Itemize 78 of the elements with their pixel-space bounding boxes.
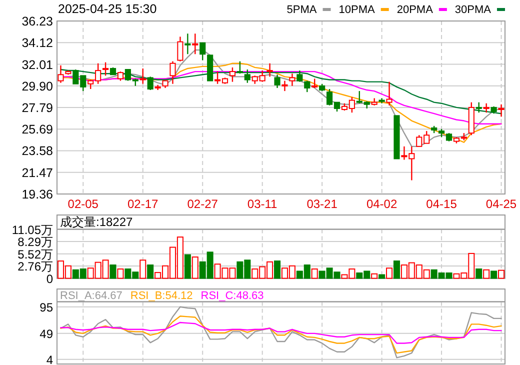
candlestick [282,80,288,92]
candlestick [117,70,124,82]
candlestick [312,78,318,89]
candlestick [177,36,184,62]
x-tick-label: 02-27 [187,197,218,211]
y-tick-label: 23.58 [22,144,54,158]
bar [483,269,490,279]
legend-label: 10PMA [338,4,376,16]
y-tick-label: 5.52万 [18,247,53,262]
chart-title: 2025-04-25 15:30 [58,2,157,16]
y-tick-label: 19.36 [22,188,54,202]
candlestick [386,81,392,106]
y-tick-label: 95 [40,300,54,314]
candlestick [236,60,243,74]
candlestick [229,66,236,82]
bar [378,274,386,279]
y-tick-label: 2.76万 [18,260,53,274]
bar [184,254,191,279]
y-tick-label: 0 [46,272,54,286]
candlestick [274,74,280,89]
candlestick [289,73,296,87]
x-tick-label: 04-15 [426,197,458,211]
y-tick-label: 8.29万 [18,235,53,250]
candlestick [483,102,490,114]
bar [476,268,482,279]
candlestick [476,102,482,114]
text: RSI_A:64.67 [60,290,122,302]
text: RSI_C:48.63 [200,290,264,302]
y-tick-label: 4 [46,352,54,365]
candlestick [147,76,154,91]
candlestick [140,68,146,84]
bar [393,260,400,279]
y-tick-label: 11.05万 [12,222,53,237]
bar [371,273,378,279]
y-tick-label: 32.01 [22,58,54,72]
y-tick-label: 25.69 [22,122,54,137]
legend-label: 20PMA [396,4,434,16]
bar [192,256,198,279]
y-tick-label: 36.23 [22,14,54,28]
bar [386,268,393,279]
y-tick-label: 29.90 [22,79,54,94]
candlestick [58,64,64,84]
candlestick [184,33,191,55]
y-tick-label: 21.47 [22,166,54,180]
candlestick [170,60,176,84]
candlestick [102,62,109,76]
x-tick-label: 02-17 [128,197,159,211]
bar [498,270,505,279]
bar [490,270,498,279]
candlestick [296,70,303,82]
candlestick [192,33,198,55]
legend-label: 30PMA [454,4,492,16]
x-tick-label: 04-02 [366,197,398,211]
candlestick [200,42,206,61]
bar [117,268,124,279]
series-label: RSI_B:54.12 [130,290,193,302]
text: 成交量:18227 [60,215,134,229]
bar [311,268,318,279]
line-series [60,322,502,344]
y-tick-label: 34.12 [22,36,54,50]
candlestick [266,62,273,78]
x-tick-label: 04-25 [486,197,517,211]
bar [140,260,146,279]
line-series [60,316,502,354]
line-series [60,68,502,114]
x-tick-label: 03-21 [306,197,338,211]
candlestick [304,80,310,93]
bar [147,264,154,279]
bar [274,260,281,279]
bar [110,264,116,279]
y-tick-label: 27.79 [22,101,54,116]
x-tick-label: 02-05 [68,197,99,211]
x-tick-label: 03-11 [247,197,278,211]
legend-label: 5PMA [286,4,318,16]
line-series [60,306,502,358]
candlestick [244,68,250,84]
y-tick-label: 49 [40,326,54,341]
candlestick [498,104,504,118]
